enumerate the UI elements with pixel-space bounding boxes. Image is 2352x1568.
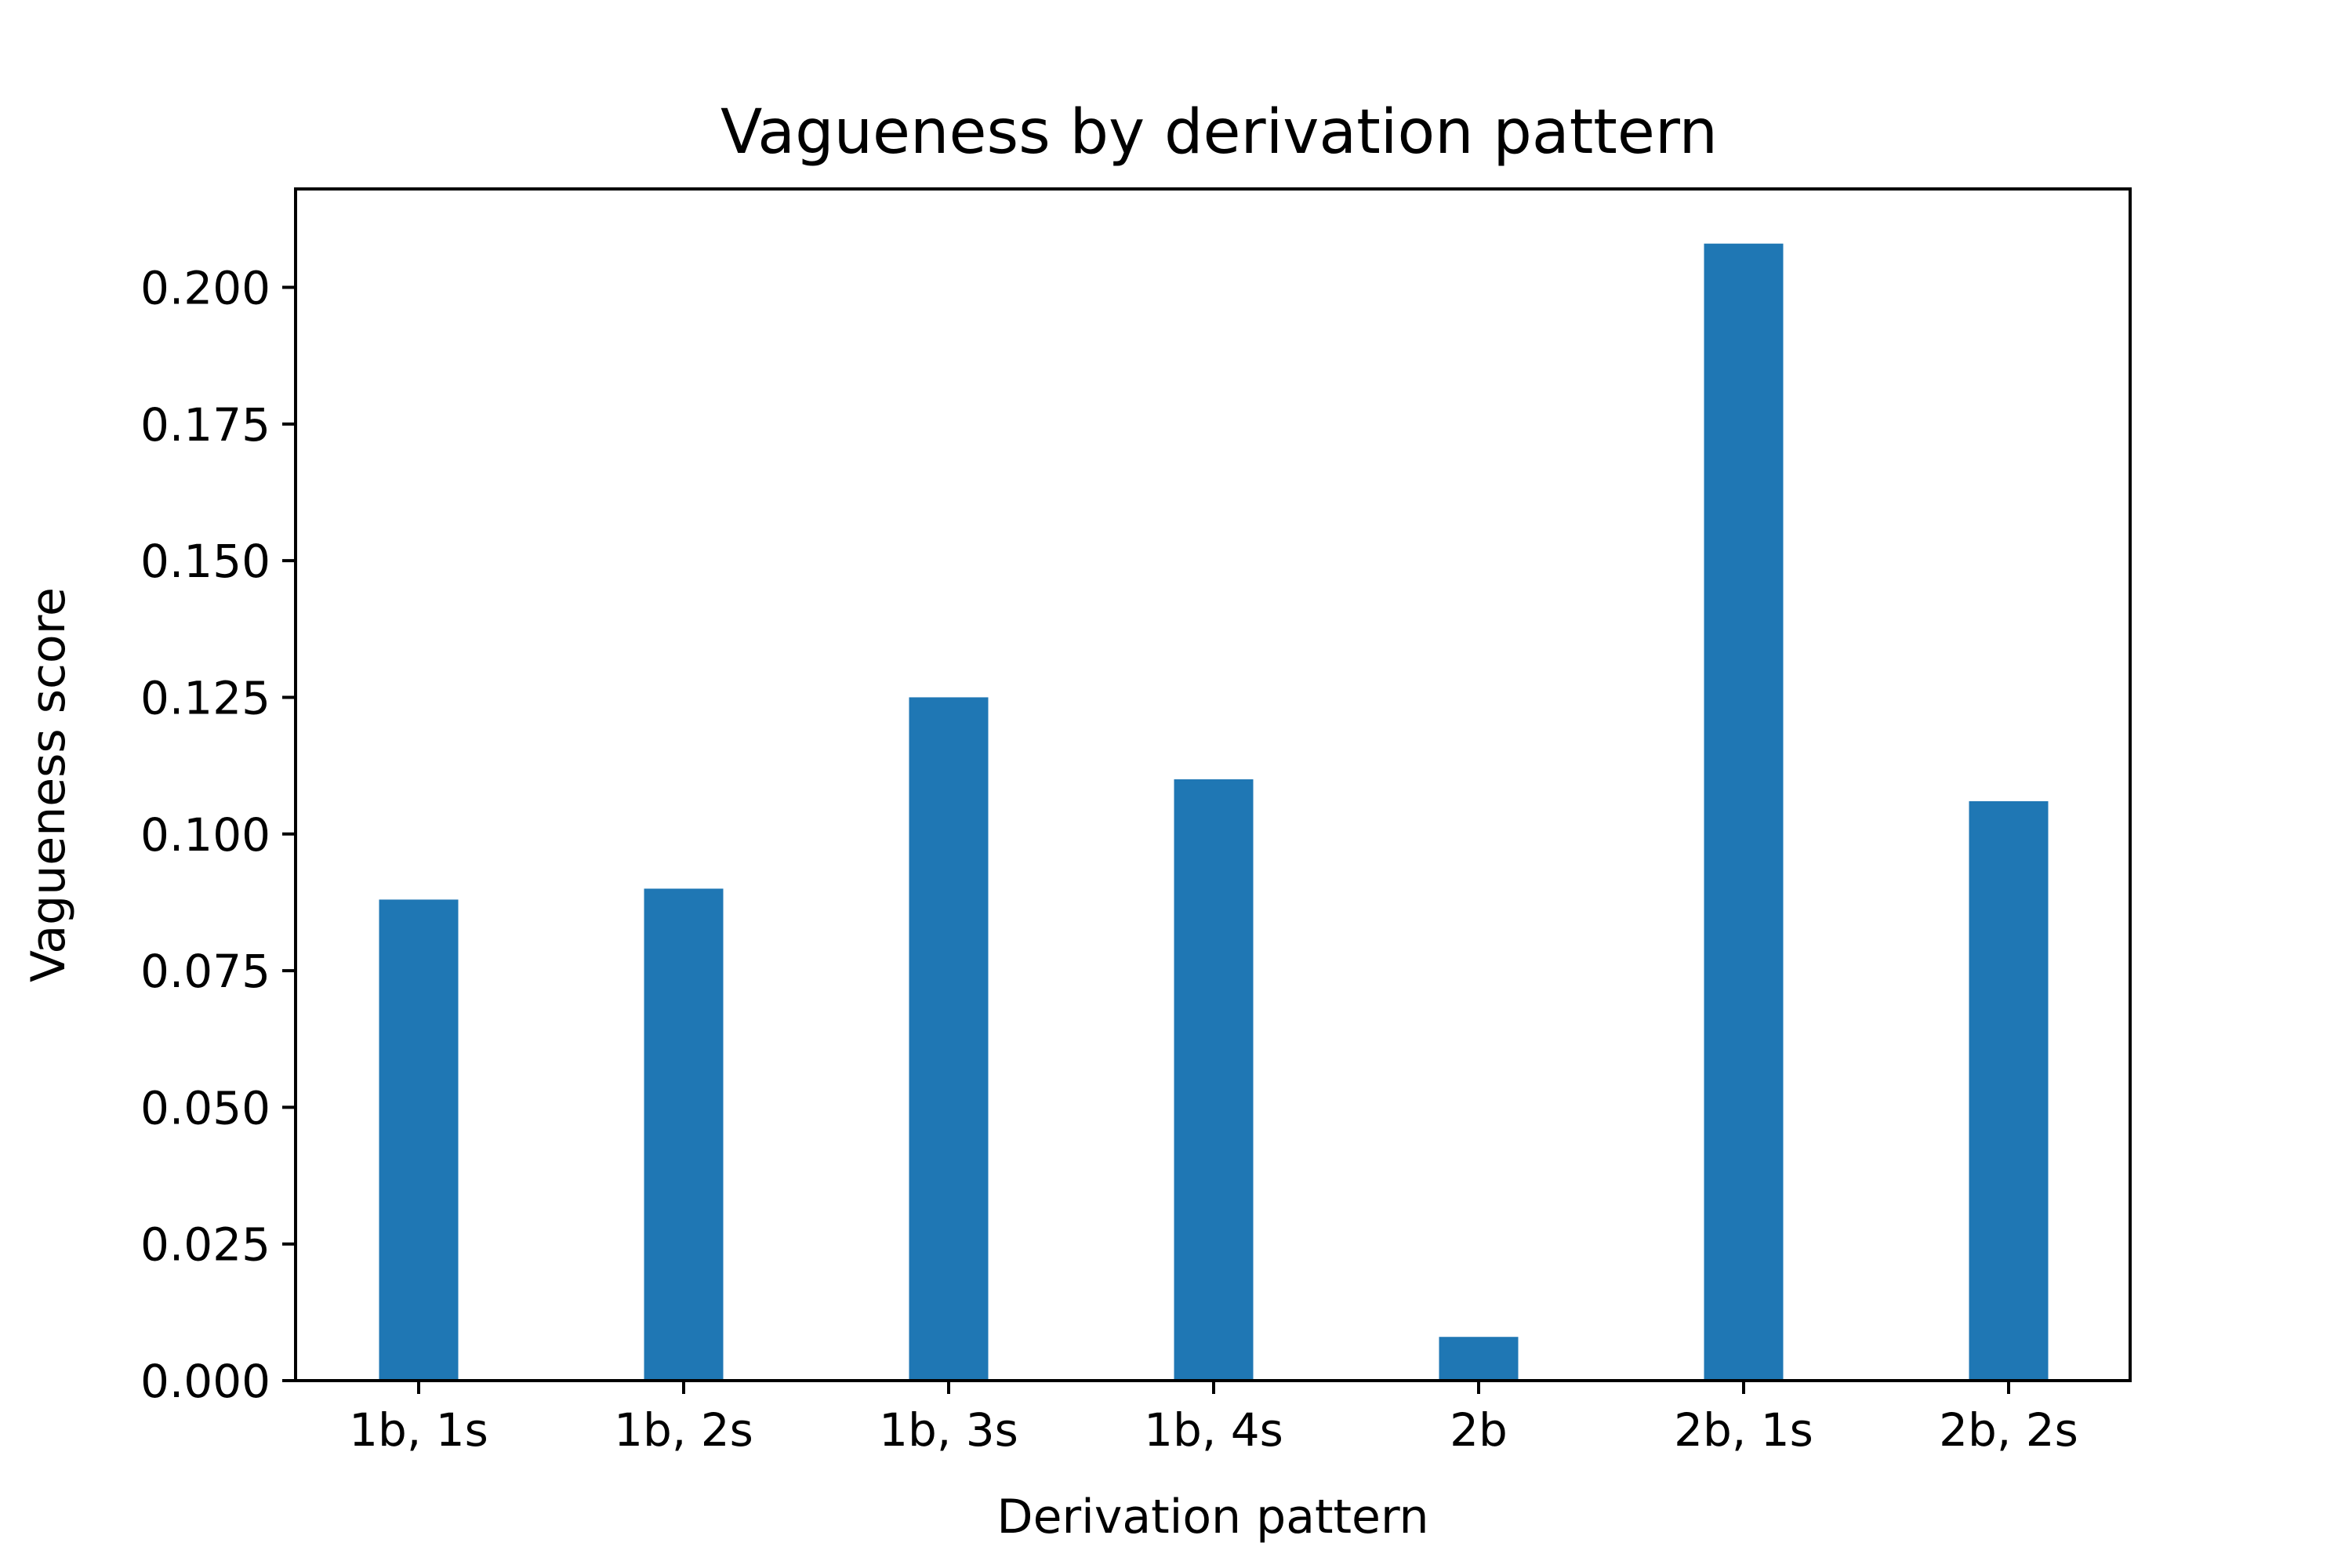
x-tick-label: 1b, 1s: [349, 1403, 488, 1457]
chart-title: Vagueness by derivation pattern: [720, 97, 1718, 168]
bar: [1969, 800, 2049, 1381]
x-tick-label: 2b: [1450, 1403, 1508, 1457]
y-tick-label: 0.150: [140, 535, 270, 588]
x-axis: 1b, 1s 1b, 2s 1b, 3s 1b, 4s 2b 2b, 1s 2b, 2s: [349, 1381, 2078, 1457]
y-tick-label: 0.050: [140, 1081, 270, 1134]
y-tick-label: 0.075: [140, 945, 270, 998]
y-tick-label: 0.025: [140, 1218, 270, 1272]
x-tick-label: 1b, 3s: [879, 1403, 1018, 1457]
bar: [1704, 243, 1784, 1381]
x-tick-label: 2b, 2s: [1939, 1403, 2078, 1457]
y-tick-label: 0.000: [140, 1355, 270, 1408]
y-tick-label: 0.125: [140, 671, 270, 724]
bars-group: [379, 243, 2049, 1381]
x-tick-label: 1b, 4s: [1144, 1403, 1283, 1457]
x-tick-label: 2b, 1s: [1674, 1403, 1813, 1457]
bar: [909, 697, 989, 1381]
y-tick-label: 0.200: [140, 262, 270, 315]
y-axis: 0.000 0.025 0.050 0.075 0.100 0.125 0.150 0.175…: [140, 262, 296, 1408]
bar: [644, 888, 724, 1381]
y-tick-label: 0.100: [140, 808, 270, 862]
y-tick-label: 0.175: [140, 398, 270, 452]
x-tick-label: 1b, 2s: [614, 1403, 753, 1457]
y-axis-label: Vagueness score: [21, 587, 76, 982]
bar: [1174, 779, 1254, 1381]
bar: [1439, 1337, 1519, 1381]
bar: [379, 899, 459, 1381]
x-axis-label: Derivation pattern: [996, 1490, 1428, 1544]
plot-frame: [294, 187, 2132, 1382]
